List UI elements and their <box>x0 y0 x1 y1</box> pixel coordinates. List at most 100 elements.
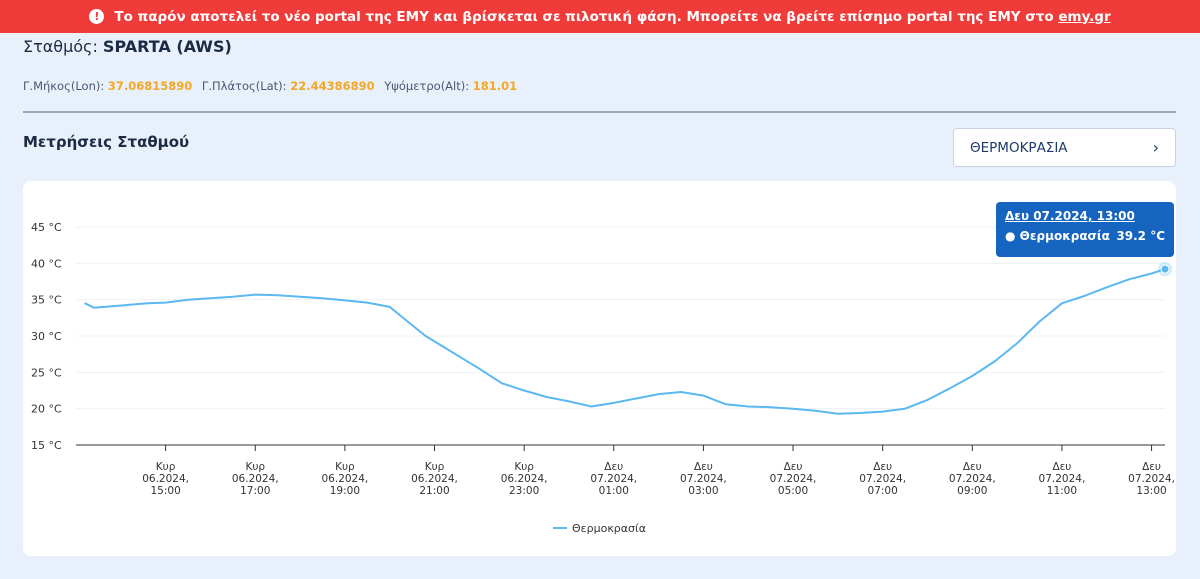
banner-text: Το παρόν αποτελεί το νέο portal της ΕΜΥ … <box>114 8 1054 25</box>
x-tick-label: 23:00 <box>509 485 539 497</box>
chart-card: 15 °C 20 °C 25 °C 30 °C 35 °C 40 °C 45 °C Κυρ 06… <box>23 181 1176 556</box>
data-point <box>881 410 884 413</box>
lat-value: 22.44386890 <box>290 79 375 93</box>
data-point <box>1061 302 1063 305</box>
x-tick-label: Κυρ <box>425 461 445 473</box>
x-tick-label: 07.2024, <box>770 473 817 485</box>
data-point <box>500 382 503 385</box>
data-point <box>146 302 149 305</box>
x-tick-label: 03:00 <box>688 485 718 497</box>
x-tick-label: Δευ <box>604 461 623 473</box>
y-tick-label: 25 °C <box>31 366 62 379</box>
data-point <box>1038 320 1041 323</box>
data-point <box>590 405 593 408</box>
announcement-banner: ! Το παρόν αποτελεί το νέο portal της ΕΜ… <box>0 0 1200 33</box>
data-point <box>680 391 682 393</box>
data-point <box>702 394 705 397</box>
y-tick-label: 20 °C <box>31 403 62 416</box>
measurement-selector-value: ΘΕΡΜΟΚΡΑΣΙΑ <box>970 139 1068 156</box>
data-point <box>442 346 445 348</box>
data-point <box>837 412 839 415</box>
x-tick-label: Κυρ <box>245 461 265 473</box>
x-tick-label: 05:00 <box>778 485 808 497</box>
x-tick-label: 09:00 <box>957 485 987 497</box>
x-tick-label: Κυρ <box>156 461 176 473</box>
x-tick-label: 11:00 <box>1047 485 1077 497</box>
x-tick-label: 07.2024, <box>1039 473 1086 485</box>
data-point <box>1150 272 1153 275</box>
tooltip-date: Δευ 07.2024, 13:00 <box>1005 209 1135 223</box>
data-point <box>1083 295 1086 297</box>
data-point <box>747 405 750 408</box>
data-point <box>814 410 817 412</box>
x-tick-label: 06.2024, <box>322 473 369 485</box>
exclamation-icon: ! <box>89 9 105 24</box>
data-point <box>1128 278 1130 281</box>
data-point <box>299 295 301 298</box>
station-label: Σταθμός: <box>23 37 98 56</box>
data-point <box>971 375 974 377</box>
data-point <box>406 320 409 323</box>
data-point <box>84 302 86 305</box>
y-tick-label: 35 °C <box>31 294 62 307</box>
x-tick-label: 07.2024, <box>859 473 906 485</box>
section-title: Μετρήσεις Σταθμού <box>23 133 190 151</box>
data-point <box>949 387 951 390</box>
x-tick-label: 06.2024, <box>232 473 279 485</box>
x-tick-label: Δευ <box>963 461 982 473</box>
data-point <box>276 294 279 297</box>
y-tick-label: 45 °C <box>31 221 62 234</box>
x-tick-label: Δευ <box>1052 461 1071 473</box>
data-point <box>366 301 369 304</box>
data-point <box>1016 342 1018 345</box>
x-tick-label: Δευ <box>694 461 713 473</box>
x-tick-label: Κυρ <box>514 461 534 473</box>
x-tick-label: 15:00 <box>150 485 180 497</box>
x-tick-label: Δευ <box>1142 461 1161 473</box>
x-tick-label: 06.2024, <box>501 473 548 485</box>
x-tick-label: 07.2024, <box>680 473 727 485</box>
data-point <box>164 301 167 304</box>
data-point <box>545 396 548 398</box>
alt-label: Υψόμετρο(Alt): <box>384 79 470 93</box>
tooltip-series: ● Θερμοκρασία <box>1005 229 1110 243</box>
data-point <box>993 360 996 363</box>
emy-link[interactable]: emy.gr <box>1058 8 1111 25</box>
temperature-chart: 15 °C20 °C25 °C30 °C35 °C40 °C45 °CΚυρ06… <box>31 221 1175 535</box>
x-tick-label: 21:00 <box>419 485 449 497</box>
data-point <box>187 298 189 301</box>
data-point <box>388 306 391 308</box>
data-point <box>926 399 929 401</box>
data-point <box>344 299 346 302</box>
x-tick-label: 01:00 <box>599 485 629 497</box>
data-point <box>254 293 257 296</box>
x-tick-label: 13:00 <box>1136 485 1166 497</box>
alt-value: 181.01 <box>472 79 518 93</box>
divider <box>23 111 1176 113</box>
data-point <box>904 407 906 410</box>
x-tick-label: 07.2024, <box>590 473 637 485</box>
x-tick-label: Κυρ <box>335 461 355 473</box>
data-point <box>725 403 727 406</box>
x-tick-label: 17:00 <box>240 485 270 497</box>
tooltip-row: ● Θερμοκρασία 39.2 °C <box>1005 229 1165 243</box>
data-point <box>460 357 463 359</box>
data-point <box>792 407 794 410</box>
legend-label: Θερμοκρασία <box>572 522 646 535</box>
data-point <box>568 400 570 403</box>
x-tick-label: 06.2024, <box>411 473 458 485</box>
series-line-temperature <box>84 268 1166 415</box>
data-point <box>478 367 481 370</box>
data-point <box>424 335 427 337</box>
data-point <box>232 295 234 298</box>
station-title: Σταθμός: SPARTA (AWS) <box>23 37 232 56</box>
station-coordinates: Γ.Μήκος(Lon): 37.06815890 Γ.Πλάτος(Lat):… <box>23 79 523 93</box>
data-point <box>635 397 637 400</box>
measurement-selector[interactable]: ΘΕΡΜΟΚΡΑΣΙΑ › <box>953 128 1176 167</box>
y-tick-label: 30 °C <box>31 330 62 343</box>
y-tick-label: 15 °C <box>31 439 62 452</box>
data-point <box>1105 286 1108 289</box>
data-point <box>93 306 95 309</box>
data-point <box>523 389 525 392</box>
lon-label: Γ.Μήκος(Lon): <box>23 79 105 93</box>
